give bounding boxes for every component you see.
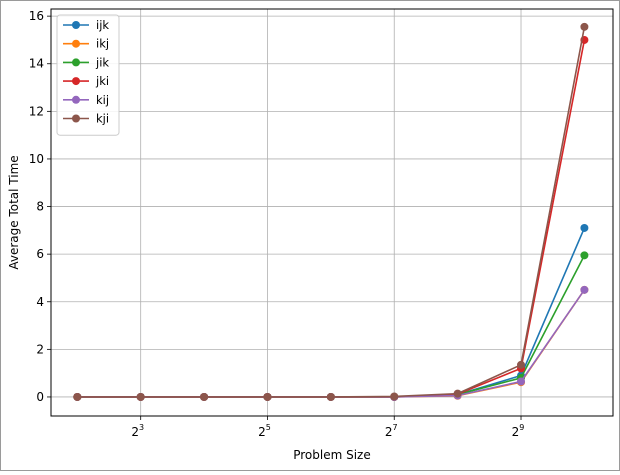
legend-marker bbox=[72, 58, 80, 67]
x-tick-base: 2 bbox=[131, 425, 139, 439]
data-point bbox=[390, 392, 399, 401]
legend-label: ikj bbox=[96, 37, 109, 51]
data-point bbox=[580, 223, 589, 232]
data-point bbox=[580, 285, 589, 294]
y-tick-label: 12 bbox=[29, 104, 44, 118]
x-tick-base: 2 bbox=[258, 425, 266, 439]
data-point bbox=[517, 377, 526, 386]
x-tick-label: 25 bbox=[258, 423, 271, 439]
data-point bbox=[263, 392, 272, 401]
legend-entry: jik bbox=[63, 55, 109, 69]
series-kji bbox=[73, 22, 589, 401]
x-tick-base: 2 bbox=[385, 425, 393, 439]
series-lines bbox=[73, 22, 589, 401]
legend-label: jik bbox=[95, 55, 109, 69]
legend-entry: kij bbox=[63, 93, 109, 107]
legend-label: kji bbox=[96, 112, 109, 126]
plot-area-border bbox=[50, 8, 614, 417]
data-point bbox=[453, 389, 462, 398]
legend-entry: kji bbox=[63, 112, 109, 126]
x-tick-label: 23 bbox=[131, 423, 144, 439]
legend-marker bbox=[72, 39, 80, 48]
x-tick-exponent: 5 bbox=[266, 423, 271, 432]
data-point bbox=[580, 22, 589, 31]
y-tick-label: 10 bbox=[29, 152, 44, 166]
data-point bbox=[200, 392, 209, 401]
data-point bbox=[326, 392, 335, 401]
data-point bbox=[517, 360, 526, 369]
y-axis-label: Average Total Time bbox=[7, 155, 21, 269]
x-tick-label: 27 bbox=[385, 423, 398, 439]
legend-entry: jki bbox=[63, 74, 109, 88]
data-point bbox=[136, 392, 145, 401]
x-tick-label: 29 bbox=[512, 423, 525, 439]
y-tick-label: 16 bbox=[29, 9, 44, 23]
legend-marker bbox=[72, 95, 80, 104]
legend-entry: ijk bbox=[63, 18, 109, 32]
x-tick-exponent: 3 bbox=[139, 423, 144, 432]
y-tick-label: 8 bbox=[36, 200, 44, 214]
y-tick-label: 4 bbox=[36, 295, 44, 309]
data-point bbox=[73, 392, 82, 401]
x-axis-label: Problem Size bbox=[293, 448, 371, 462]
legend-marker bbox=[72, 21, 80, 29]
x-tick-exponent: 7 bbox=[393, 423, 398, 432]
x-tick-exponent: 9 bbox=[519, 423, 524, 432]
legend: ijk ikj jik jki kij kji bbox=[56, 14, 120, 136]
data-point bbox=[580, 251, 589, 260]
grid-lines bbox=[51, 9, 613, 416]
y-tick-label: 6 bbox=[36, 247, 44, 261]
x-tick-base: 2 bbox=[512, 425, 520, 439]
legend-entry: ikj bbox=[63, 37, 109, 51]
legend-label: kij bbox=[96, 93, 109, 107]
legend-label: jki bbox=[95, 74, 109, 88]
legend-label: ijk bbox=[96, 18, 109, 32]
y-tick-label: 0 bbox=[36, 390, 44, 404]
legend-marker bbox=[72, 114, 80, 123]
legend-marker bbox=[72, 77, 80, 86]
y-tick-label: 14 bbox=[29, 57, 44, 71]
y-tick-label: 2 bbox=[36, 342, 44, 356]
